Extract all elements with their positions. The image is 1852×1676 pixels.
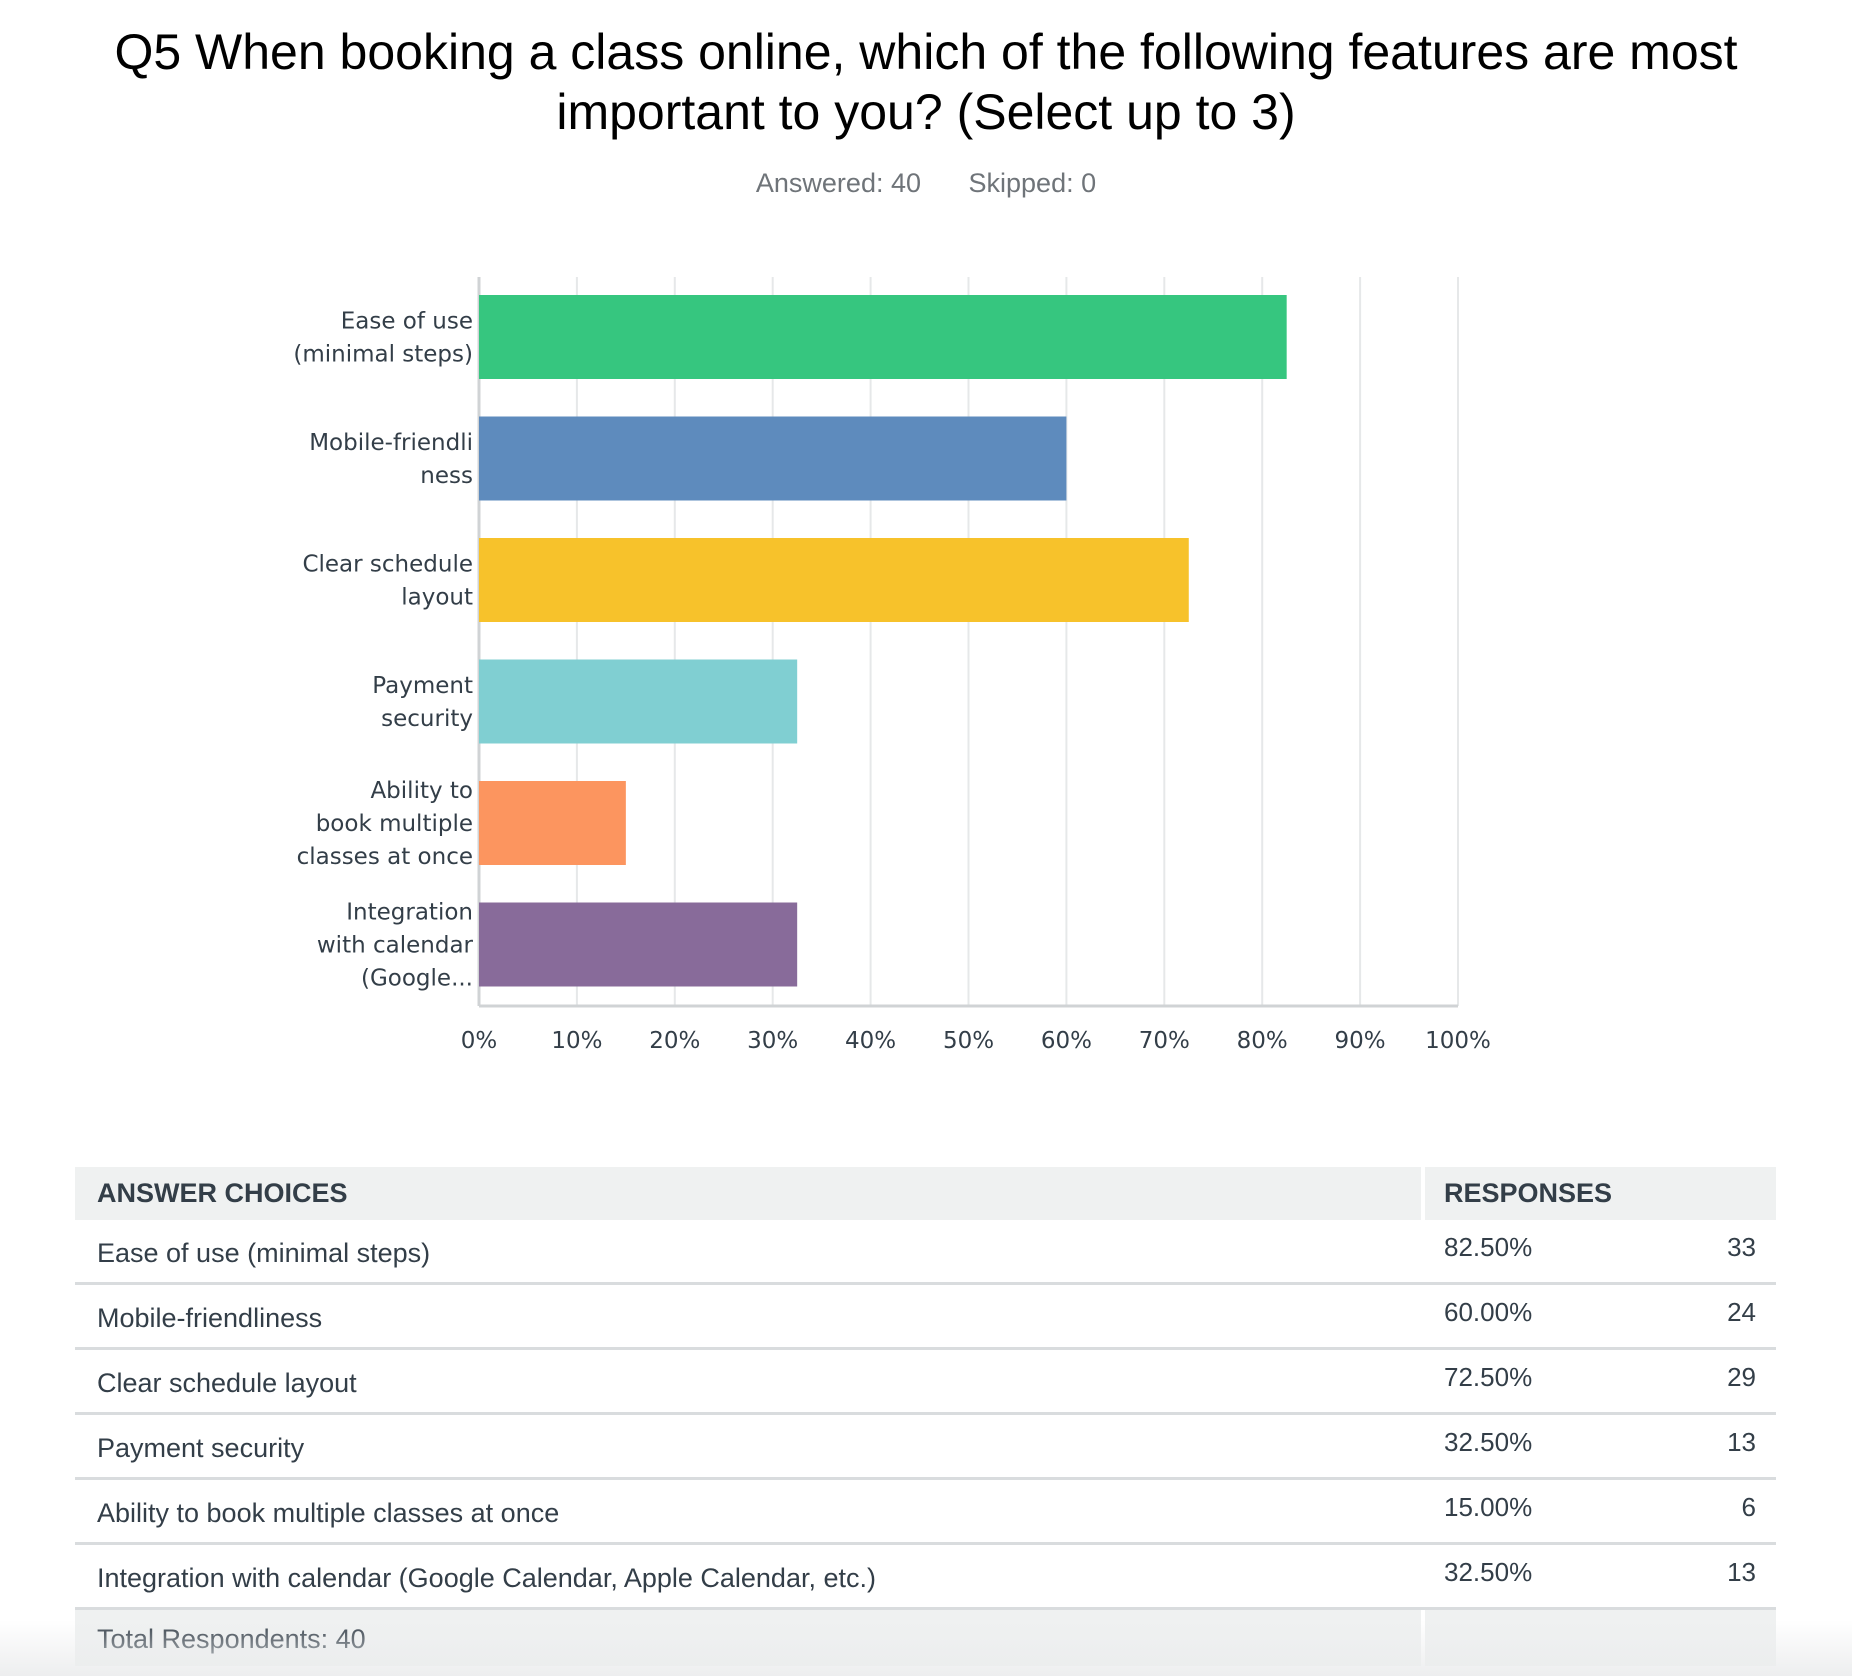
x-tick-label: 100%: [1425, 1028, 1491, 1054]
bar: [479, 781, 626, 865]
total-respondents: Total Respondents: 40: [97, 1624, 366, 1654]
table-header: ANSWER CHOICES RESPONSES: [75, 1167, 1776, 1220]
category-label: Mobile-friendli ness: [309, 430, 473, 489]
row-percent: 15.00%: [1444, 1492, 1533, 1522]
x-tick-label: 60%: [1041, 1028, 1092, 1054]
column-divider: [1421, 1220, 1425, 1282]
row-percent: 60.00%: [1444, 1297, 1533, 1327]
row-count: 24: [1727, 1297, 1756, 1327]
bar: [479, 902, 798, 987]
row-count: 13: [1727, 1427, 1756, 1457]
answered-count: Answered: 40: [755, 168, 921, 198]
bar: [479, 659, 798, 744]
row-choice-label: Payment security: [97, 1433, 305, 1463]
x-tick-label: 20%: [649, 1028, 700, 1054]
row-choice-label: Integration with calendar (Google Calend…: [97, 1563, 876, 1593]
column-divider: [1421, 1285, 1425, 1347]
category-label: Ability to book multiple classes at once: [297, 778, 473, 870]
row-choice-label: Ability to book multiple classes at once: [97, 1498, 560, 1528]
bar-chart: Ease of use (minimal steps) Mobile-friendl…: [293, 277, 1491, 1054]
row-percent: 72.50%: [1444, 1362, 1533, 1392]
bar: [479, 416, 1067, 501]
x-tick-label: 0%: [461, 1028, 498, 1054]
row-count: 29: [1727, 1362, 1756, 1392]
table-body: Ease of use (minimal steps) 82.50% 33 Mobil…: [75, 1220, 1776, 1610]
header-responses: RESPONSES: [1444, 1178, 1613, 1208]
table-row: Mobile-friendliness 60.00% 24: [75, 1285, 1776, 1350]
category-label: Ease of use (minimal steps): [293, 309, 473, 368]
category-label: Integration with calendar (Google...: [317, 900, 474, 992]
row-percent: 32.50%: [1444, 1557, 1533, 1587]
x-tick-label: 70%: [1139, 1028, 1190, 1054]
category-label: Clear schedule layout: [302, 552, 473, 611]
row-count: 6: [1741, 1492, 1756, 1522]
row-percent: 32.50%: [1444, 1427, 1533, 1457]
table-row: Clear schedule layout 72.50% 29: [75, 1350, 1776, 1415]
header-answer-choices: ANSWER CHOICES: [97, 1178, 348, 1208]
bar: [479, 538, 1189, 622]
response-stats: Answered: 40 Skipped: 0: [0, 168, 1852, 199]
row-percent: 82.50%: [1444, 1232, 1533, 1262]
column-divider: [1421, 1480, 1425, 1542]
responses-table: ANSWER CHOICES RESPONSES Ease of use (mi…: [75, 1167, 1776, 1666]
row-count: 13: [1727, 1557, 1756, 1587]
column-divider: [1421, 1415, 1425, 1477]
column-divider: [1421, 1545, 1425, 1607]
table-row: Ease of use (minimal steps) 82.50% 33: [75, 1220, 1776, 1285]
x-tick-label: 30%: [747, 1028, 798, 1054]
category-label: Payment security: [372, 673, 473, 732]
x-tick-label: 50%: [943, 1028, 994, 1054]
row-count: 33: [1727, 1232, 1756, 1262]
column-divider: [1421, 1167, 1425, 1220]
column-divider: [1421, 1350, 1425, 1412]
table-row: Integration with calendar (Google Calend…: [75, 1545, 1776, 1610]
row-choice-label: Ease of use (minimal steps): [97, 1238, 431, 1268]
bar: [479, 295, 1287, 379]
question-title: Q5 When booking a class online, which of…: [114, 24, 1738, 140]
table-row: Ability to book multiple classes at once…: [75, 1480, 1776, 1545]
x-tick-label: 80%: [1237, 1028, 1288, 1054]
x-tick-label: 90%: [1335, 1028, 1386, 1054]
row-choice-label: Clear schedule layout: [97, 1368, 357, 1398]
row-choice-label: Mobile-friendliness: [97, 1303, 323, 1333]
table-footer: Total Respondents: 40: [75, 1610, 1776, 1666]
table-row: Payment security 32.50% 13: [75, 1415, 1776, 1480]
column-divider: [1421, 1610, 1425, 1666]
skipped-count: Skipped: 0: [968, 168, 1097, 198]
x-tick-label: 10%: [551, 1028, 602, 1054]
x-tick-label: 40%: [845, 1028, 896, 1054]
